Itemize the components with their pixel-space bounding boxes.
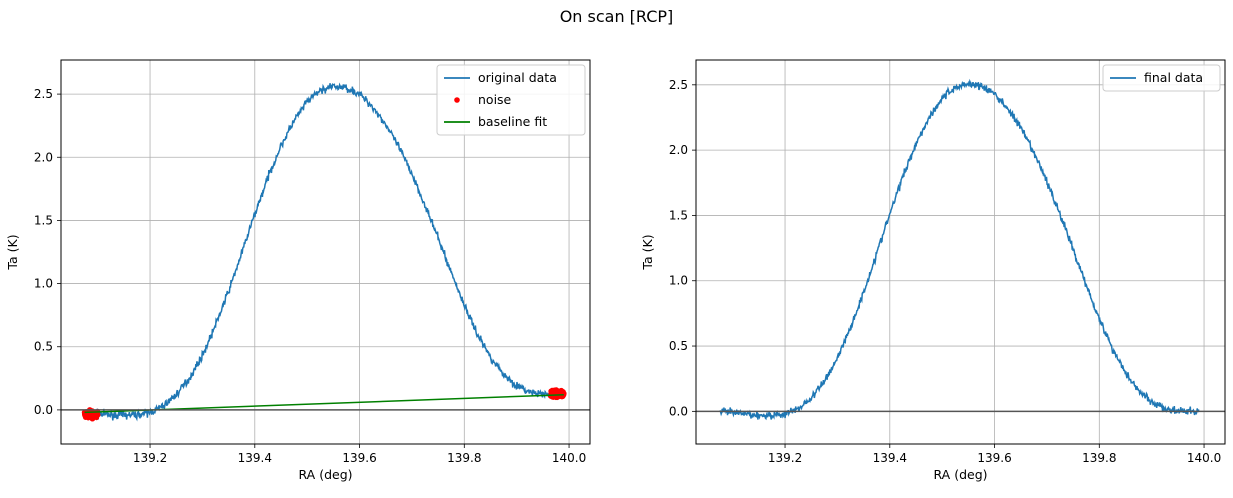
x-axis-label: RA (deg) bbox=[933, 467, 987, 482]
x-tick-label: 139.6 bbox=[977, 451, 1011, 465]
right-axes: 139.2 139.4 139.6 139.8 140.0 0.0 0.5 1.0 1.5 2.0… bbox=[640, 59, 1226, 482]
axes-frame bbox=[60, 59, 591, 445]
y-tick-label: 1.5 bbox=[34, 213, 53, 227]
x-axis-label: RA (deg) bbox=[298, 467, 352, 482]
legend: final data bbox=[1102, 64, 1221, 92]
x-tick-label: 140.0 bbox=[1187, 451, 1221, 465]
y-tick-label: 0.5 bbox=[669, 339, 688, 353]
left-axes: 139.2 139.4 139.6 139.8 140.0 0.0 0.5 1.0 1.5 2.0… bbox=[5, 59, 591, 482]
x-tick-label: 139.6 bbox=[342, 451, 376, 465]
x-tick-label: 139.2 bbox=[768, 451, 802, 465]
x-tick-label: 139.2 bbox=[133, 451, 167, 465]
y-tick-label: 1.5 bbox=[669, 208, 688, 222]
noise-point bbox=[555, 389, 561, 395]
legend-label-baseline-fit: baseline fit bbox=[478, 114, 547, 129]
y-axis-label: Ta (K) bbox=[640, 234, 655, 270]
y-tick-label: 2.0 bbox=[34, 150, 53, 164]
x-tick-label: 140.0 bbox=[552, 451, 586, 465]
noise-point bbox=[560, 389, 566, 395]
x-tick-label: 139.4 bbox=[873, 451, 907, 465]
y-tick-label: 0.0 bbox=[669, 404, 688, 418]
legend-marker-noise bbox=[454, 97, 460, 103]
x-tick-label: 139.4 bbox=[238, 451, 272, 465]
y-tick-label: 1.0 bbox=[34, 277, 53, 291]
plot-area bbox=[719, 78, 1200, 421]
final-data-line bbox=[719, 78, 1200, 421]
noise-point bbox=[88, 413, 94, 419]
y-tick-label: 2.5 bbox=[34, 87, 53, 101]
figure-title: On scan [RCP] bbox=[559, 7, 674, 26]
legend-label-noise: noise bbox=[478, 92, 512, 107]
y-axis-label: Ta (K) bbox=[5, 234, 20, 270]
legend-box bbox=[1102, 64, 1221, 92]
axes-frame bbox=[695, 59, 1226, 445]
y-tick-label: 1.0 bbox=[669, 274, 688, 288]
original-data-line bbox=[83, 82, 565, 422]
legend-box bbox=[436, 64, 586, 136]
y-tick-label: 2.5 bbox=[669, 78, 688, 92]
legend-label-final-data: final data bbox=[1144, 70, 1203, 85]
y-tick-label: 0.0 bbox=[34, 403, 53, 417]
y-tick-label: 0.5 bbox=[34, 340, 53, 354]
plot-area bbox=[81, 82, 567, 422]
x-tick-label: 139.8 bbox=[447, 451, 481, 465]
noise-point bbox=[82, 412, 88, 418]
legend: original data noise baseline fit bbox=[436, 64, 586, 136]
y-tick-label: 2.0 bbox=[669, 143, 688, 157]
noise-point bbox=[549, 390, 555, 396]
x-tick-label: 139.8 bbox=[1082, 451, 1116, 465]
legend-label-original-data: original data bbox=[478, 70, 557, 85]
